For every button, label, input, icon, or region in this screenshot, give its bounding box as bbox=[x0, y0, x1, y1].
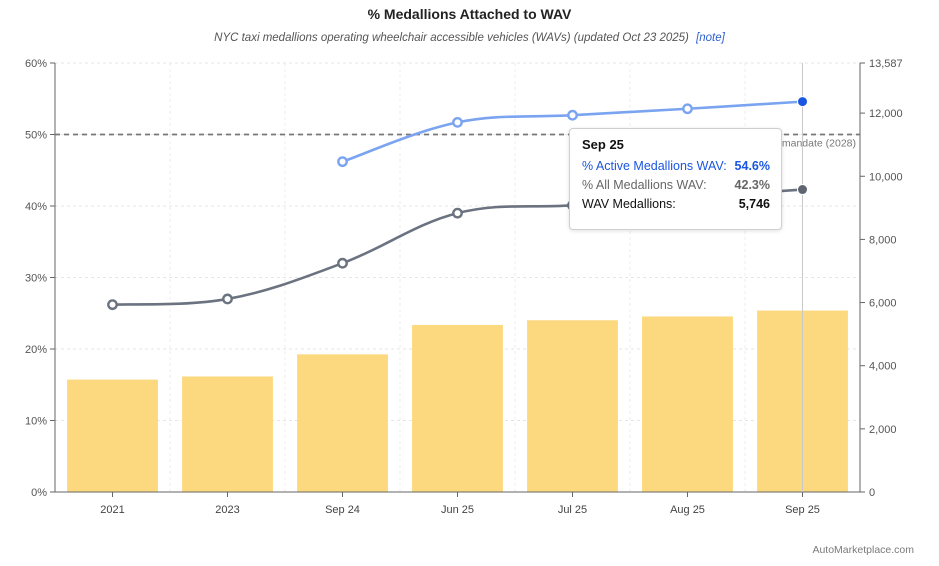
x-tick-label: 2023 bbox=[215, 504, 239, 516]
left-tick-label: 60% bbox=[25, 58, 47, 70]
data-point-highlighted[interactable] bbox=[797, 184, 808, 196]
x-tick-label: Aug 25 bbox=[670, 504, 705, 516]
x-tick-label: Sep 24 bbox=[325, 504, 360, 516]
left-tick-label: 0% bbox=[31, 487, 47, 499]
data-point[interactable] bbox=[452, 116, 463, 128]
tooltip-row-active: % Active Medallions WAV: 54.6% bbox=[582, 159, 770, 173]
chart-subtitle: NYC taxi medallions operating wheelchair… bbox=[0, 32, 939, 44]
right-tick-label: 2,000 bbox=[869, 424, 897, 436]
tooltip-row-all: % All Medallions WAV: 42.3% bbox=[582, 178, 770, 192]
bar-series bbox=[67, 310, 848, 492]
tooltip-title: Sep 25 bbox=[582, 137, 624, 152]
x-tick-label: Jul 25 bbox=[558, 504, 587, 516]
bar bbox=[182, 376, 273, 492]
bar bbox=[642, 316, 733, 492]
right-tick-label: 0 bbox=[869, 487, 875, 499]
tooltip-label: % All Medallions WAV: bbox=[582, 178, 707, 192]
right-axis-labels: 0 2,000 4,000 6,000 8,000 10,000 12,000 13,587 bbox=[869, 58, 903, 499]
tooltip-value: 54.6% bbox=[734, 159, 770, 173]
left-axis-labels: 0% 10% 20% 30% 40% 50% 60% bbox=[25, 58, 47, 499]
note-link[interactable]: [note] bbox=[696, 32, 725, 44]
x-tick-label: Jun 25 bbox=[441, 504, 474, 516]
data-point[interactable] bbox=[567, 109, 578, 121]
left-tick-label: 10% bbox=[25, 416, 47, 428]
reference-line-label: mandate (2028) bbox=[782, 138, 856, 150]
subtitle-text: NYC taxi medallions operating wheelchair… bbox=[214, 32, 689, 44]
tooltip-value: 5,746 bbox=[738, 197, 770, 211]
left-tick-label: 20% bbox=[25, 344, 47, 356]
bar bbox=[297, 354, 388, 492]
right-tick-label: 8,000 bbox=[869, 234, 897, 246]
right-tick-label: 12,000 bbox=[869, 108, 903, 120]
credit-text: AutoMarketplace.com bbox=[812, 544, 914, 556]
tooltip-value: 42.3% bbox=[734, 178, 770, 192]
tooltip-label: WAV Medallions: bbox=[582, 197, 676, 211]
bar bbox=[412, 324, 503, 492]
x-tick-label: Sep 25 bbox=[785, 504, 820, 516]
data-point[interactable] bbox=[222, 293, 233, 305]
x-tick-label: 2021 bbox=[100, 504, 124, 516]
data-point[interactable] bbox=[337, 257, 348, 269]
tooltip: Sep 25 % Active Medallions WAV: 54.6% % … bbox=[569, 128, 782, 230]
data-point-highlighted[interactable] bbox=[797, 96, 808, 108]
chart-title: % Medallions Attached to WAV bbox=[367, 6, 572, 22]
right-tick-label: 13,587 bbox=[869, 58, 903, 70]
data-point[interactable] bbox=[337, 156, 348, 168]
data-point[interactable] bbox=[452, 207, 463, 219]
left-tick-label: 30% bbox=[25, 273, 47, 285]
left-tick-label: 40% bbox=[25, 201, 47, 213]
left-tick-label: 50% bbox=[25, 130, 47, 142]
right-tick-label: 4,000 bbox=[869, 361, 897, 373]
tooltip-row-wav: WAV Medallions: 5,746 bbox=[582, 197, 770, 211]
data-point[interactable] bbox=[682, 103, 693, 115]
bar bbox=[527, 320, 618, 492]
line-series bbox=[107, 96, 808, 311]
right-tick-label: 10,000 bbox=[869, 171, 903, 183]
tooltip-label: % Active Medallions WAV: bbox=[582, 159, 727, 173]
right-tick-label: 6,000 bbox=[869, 298, 897, 310]
x-axis-labels: 2021 2023 Sep 24 Jun 25 Jul 25 Aug 25 Sep 25 bbox=[100, 504, 820, 516]
bar bbox=[67, 379, 158, 492]
data-point[interactable] bbox=[107, 299, 118, 311]
